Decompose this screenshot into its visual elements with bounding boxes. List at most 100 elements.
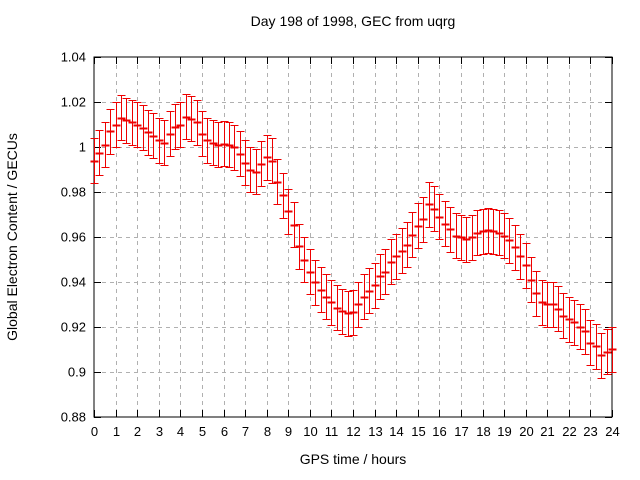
errorbar-point [387,239,396,285]
errorbar-point [279,173,288,219]
errorbar-point [570,300,579,346]
y-axis-label: Global Electron Content / GECUs [4,133,20,341]
errorbar-point [317,267,326,313]
errorbar-point [171,104,180,150]
errorbar-point [538,280,547,326]
errorbar-point [101,122,110,168]
y-tick-label-1.02: 1.02 [61,95,86,110]
errorbar-point [95,130,104,176]
errorbar-point [252,149,261,195]
errorbar-point [106,109,115,155]
x-tick-label-3: 3 [156,424,163,439]
errorbar-point [311,260,320,306]
errorbar-point [225,122,234,168]
errorbar-point [532,271,541,317]
errorbar-point [144,110,153,156]
errorbar-point [300,237,309,283]
x-tick-label-2: 2 [134,424,141,439]
errorbar-point [586,320,595,366]
x-tick-label-4: 4 [177,424,184,439]
x-tick-label-14: 14 [389,424,403,439]
errorbar-point [220,121,229,167]
errorbar-point [365,268,374,314]
y-tick-label-1: 1 [79,140,86,155]
x-tick-label-12: 12 [346,424,360,439]
errorbar-point [268,138,277,184]
errorbar-point [468,215,477,261]
errorbar-point [133,102,142,148]
chart-title: Day 198 of 1998, GEC from uqrg [251,13,456,29]
errorbar-point [209,120,218,166]
errorbar-point [306,249,315,295]
errorbar-point [559,293,568,339]
errorbar-point [333,285,342,331]
errorbar-point [112,102,121,148]
errorbar-series-gec [90,94,617,379]
errorbar-point [457,215,466,261]
errorbar-point [414,203,423,249]
errorbar-point [338,289,347,335]
errorbar-point [430,186,439,232]
errorbar-point [149,113,158,159]
errorbar-point [295,224,304,270]
x-tick-label-22: 22 [562,424,576,439]
errorbar-point [360,274,369,320]
x-tick-label-10: 10 [303,424,317,439]
x-tick-label-7: 7 [242,424,249,439]
errorbar-point [187,96,196,142]
x-tick-label-16: 16 [432,424,446,439]
y-tick-label-0.88: 0.88 [61,410,86,425]
x-tick-label-21: 21 [540,424,554,439]
x-axis-label: GPS time / hours [300,451,407,467]
errorbar-point [203,118,212,164]
errorbar-point [500,213,509,259]
errorbar-point [273,159,282,205]
errorbar-point [284,189,293,235]
errorbar-point [290,202,299,248]
errorbar-point [90,138,99,184]
errorbar-point [381,249,390,295]
errorbar-point [198,111,207,157]
errorbar-point [166,111,175,157]
errorbar-point [549,282,558,328]
errorbar-point [241,140,250,186]
errorbar-point [505,218,514,264]
errorbar-point [155,118,164,164]
errorbar-point [403,222,412,268]
errorbar-point [139,105,148,151]
errorbar-point [230,125,239,171]
errorbar-point [479,209,488,255]
errorbar-point [522,243,531,289]
errorbar-point [581,309,590,355]
x-tick-label-17: 17 [454,424,468,439]
errorbar-point [246,147,255,193]
errorbar-point [354,282,363,328]
errorbar-point [376,254,385,300]
plot-border [93,56,613,418]
axis-tick-labels: 0 1 2 3 4 5 6 7 8 9 10 11 12 13 14 15 16 17 18 19 20 21 22 23 24… [61,50,620,440]
x-tick-label-9: 9 [285,424,292,439]
y-tick-label-0.92: 0.92 [61,320,86,335]
errorbar-point [516,234,525,280]
x-tick-label-19: 19 [497,424,511,439]
errorbar-point [128,100,137,146]
errorbar-point [349,290,358,336]
errorbar-point [462,217,471,263]
errorbar-point [160,120,169,166]
x-tick-label-20: 20 [519,424,533,439]
y-tick-label-0.9: 0.9 [68,365,86,380]
errorbar-point [371,263,380,309]
x-tick-label-15: 15 [411,424,425,439]
errorbar-point [441,201,450,247]
errorbar-point [435,194,444,240]
x-tick-label-18: 18 [476,424,490,439]
x-tick-label-6: 6 [221,424,228,439]
errorbar-point [117,95,126,141]
x-tick-label-0: 0 [91,424,98,439]
errorbar-point [322,274,331,320]
errorbar-point [452,213,461,259]
errorbar-point [511,225,520,271]
errorbar-point [565,297,574,343]
y-tick-label-0.94: 0.94 [61,275,86,290]
